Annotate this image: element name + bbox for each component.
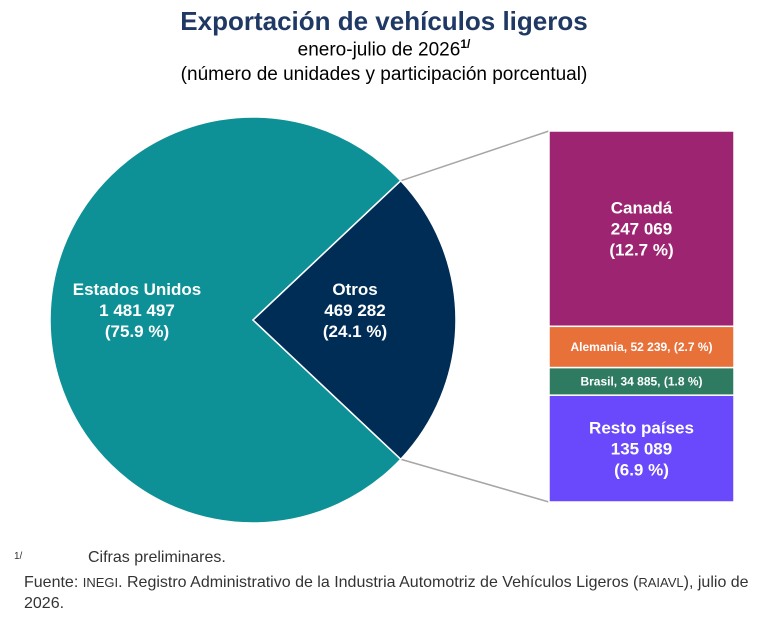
chart-subtitle: enero-julio de 20261/ (0, 37, 768, 61)
connector-top (400, 130, 550, 182)
chart-units: (número de unidades y participación porc… (180, 64, 588, 85)
bar-segment-canadá (548, 130, 735, 328)
pie-label-otros: Otros 469 282 (24.1 %) (323, 280, 387, 341)
bar-label-resto-países: Resto países 135 089 (6.9 %) (589, 419, 694, 480)
bar-label-alemania: Alemania, 52 239, (2.7 %) (570, 340, 712, 354)
pie-slice-estados-unidos (49, 116, 402, 524)
source-note: Fuente: INEGI. Registro Administrativo d… (24, 572, 764, 614)
source-text-1: . Registro Administrativo de la Industri… (118, 574, 639, 591)
bar-segment-resto-países (548, 394, 735, 503)
source-prefix: Fuente: (24, 574, 83, 591)
footnote-text: Cifras preliminares. (88, 549, 226, 566)
pie-label-estados-unidos: Estados Unidos 1 481 497 (75.9 %) (73, 280, 201, 341)
pie-labels: Estados Unidos 1 481 497 (75.9 %) Otros 469 … (73, 280, 387, 341)
bar-segment-brasil (548, 366, 735, 396)
bar-label-canadá: Canadá 247 069 (12.7 %) (609, 199, 673, 260)
source-text-2: ), julio de 2026. (24, 574, 749, 612)
subtitle-text: enero-julio de 2026 (297, 39, 461, 61)
bar-label-brasil: Brasil, 34 885, (1.8 %) (580, 374, 702, 388)
breakdown-bar: Canadá 247 069 (12.7 %) Alemania, 52 239, (… (548, 130, 735, 503)
connector-lines (400, 130, 550, 503)
bar-segment-alemania (548, 325, 735, 369)
connector-bottom (400, 458, 550, 503)
source-org: INEGI (82, 575, 119, 590)
source-acronym: RAIAVL (638, 575, 684, 590)
pie-slice-otros (251, 179, 457, 461)
subtitle-note-mark: 1/ (460, 37, 471, 51)
footnote-mark: 1/ (14, 551, 23, 562)
chart-title: Exportación de vehículos ligeros (180, 6, 588, 36)
pie (49, 116, 457, 524)
